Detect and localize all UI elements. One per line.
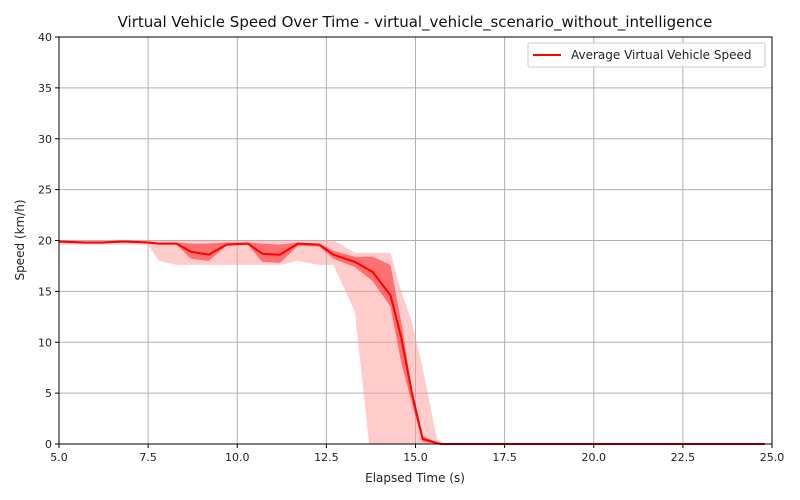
- y-axis-ticks: 0 5 10 15 20 25 30 35 40: [38, 31, 59, 451]
- x-tick-label: 5.0: [50, 451, 68, 464]
- y-tick-label: 25: [38, 184, 52, 197]
- x-axis-ticks: 5.0 7.5 10.0 12.5 15.0 17.5 20.0 22.5 25.0: [50, 444, 784, 464]
- legend-entry-average-speed: Average Virtual Vehicle Speed: [571, 48, 751, 62]
- x-tick-label: 17.5: [492, 451, 517, 464]
- x-tick-label: 12.5: [314, 451, 339, 464]
- y-axis-label: Speed (km/h): [13, 199, 27, 280]
- x-tick-label: 22.5: [671, 451, 696, 464]
- y-tick-label: 40: [38, 31, 52, 44]
- x-axis-label: Elapsed Time (s): [365, 471, 465, 485]
- confidence-bands: [59, 240, 765, 444]
- x-tick-label: 25.0: [760, 451, 785, 464]
- series-line-average-speed: [58, 240, 765, 445]
- y-tick-label: 10: [38, 336, 52, 349]
- y-tick-label: 15: [38, 285, 52, 298]
- x-tick-label: 7.5: [139, 451, 157, 464]
- y-tick-label: 35: [38, 82, 52, 95]
- y-tick-label: 5: [45, 387, 52, 400]
- inner-range-band: [59, 240, 765, 444]
- legend: Average Virtual Vehicle Speed: [527, 42, 766, 68]
- outer-range-band: [59, 240, 765, 444]
- x-tick-label: 10.0: [225, 451, 250, 464]
- y-tick-label: 30: [38, 133, 52, 146]
- x-tick-label: 15.0: [403, 451, 428, 464]
- x-tick-label: 20.0: [582, 451, 607, 464]
- series-lines: [58, 240, 765, 445]
- y-tick-label: 20: [38, 235, 52, 248]
- y-tick-label: 0: [45, 438, 52, 451]
- legend-box: [527, 42, 766, 68]
- chart-title: Virtual Vehicle Speed Over Time - virtua…: [118, 13, 713, 32]
